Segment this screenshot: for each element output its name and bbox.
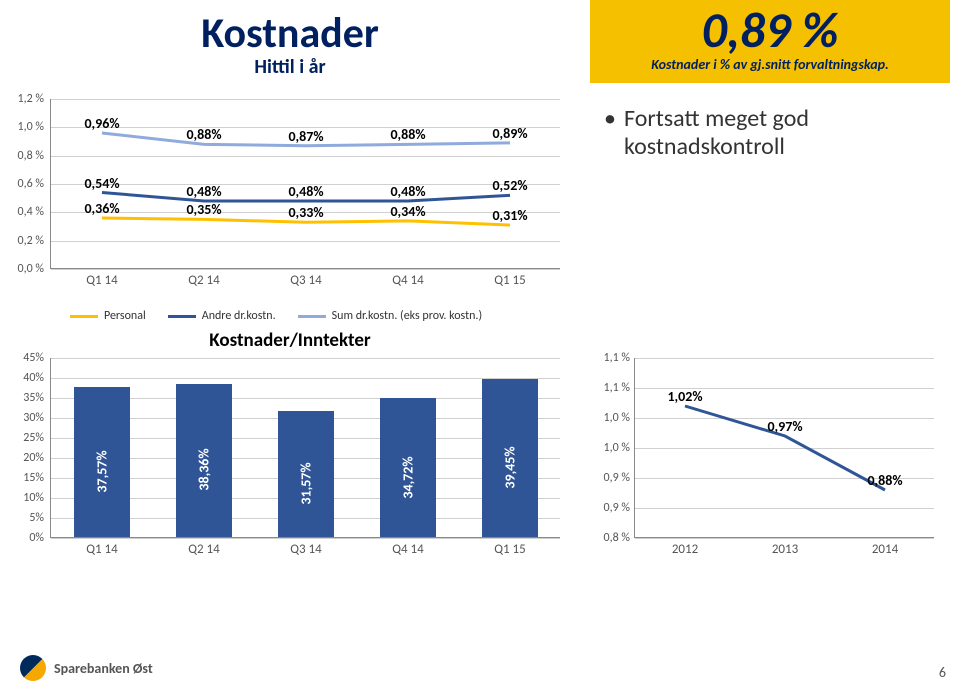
chart1-data-label: 0,48% — [288, 183, 323, 200]
legend-sum: Sum dr.kostn. (eks prov. kostn.) — [332, 309, 482, 323]
chart3-ytick: 1,0 % — [592, 441, 630, 455]
chart2-ytick: 5% — [6, 511, 44, 525]
chart1-data-label: 0,54% — [84, 175, 119, 192]
chart1-data-label: 0,31% — [492, 207, 527, 224]
footer-logo: Sparebanken Øst — [20, 655, 153, 681]
chart1-data-label: 0,88% — [186, 126, 221, 143]
chart3-ytick: 0,9 % — [592, 501, 630, 515]
chart2-ytick: 35% — [6, 391, 44, 405]
line-chart-costs: 0,0 % 0,2 % 0,4 % 0,6 % 0,8 % 1,0 % 1,2 % 0,36%… — [0, 93, 580, 323]
chart1-data-label: 0,48% — [186, 183, 221, 200]
chart3-ytick: 0,9 % — [592, 471, 630, 485]
chart3-xtick: 2014 — [872, 542, 898, 557]
chart1-ytick: 1,0 % — [4, 120, 44, 134]
page-title: Kostnader — [0, 8, 580, 59]
chart1-data-label: 0,96% — [84, 115, 119, 132]
bank-logo-icon — [20, 655, 46, 681]
chart1-data-label: 0,48% — [390, 183, 425, 200]
kpi-caption: Kostnader i % av gj.snitt forvaltningska… — [590, 56, 950, 73]
chart2-title: Kostnader/Inntekter — [0, 329, 580, 352]
chart1-ytick: 0,8 % — [4, 149, 44, 163]
chart2-xtick: Q2 14 — [188, 542, 219, 557]
chart2-ytick: 10% — [6, 491, 44, 505]
chart1-ytick: 0,0 % — [4, 262, 44, 276]
chart2-xtick: Q1 14 — [86, 542, 117, 557]
chart1-xtick: Q3 14 — [290, 273, 321, 288]
chart1-data-label: 0,33% — [288, 204, 323, 221]
chart1-data-label: 0,35% — [186, 201, 221, 218]
chart1-ytick: 0,4 % — [4, 205, 44, 219]
chart1-xtick: Q1 15 — [494, 273, 525, 288]
chart1-xtick: Q4 14 — [392, 273, 423, 288]
chart2-ytick: 45% — [6, 351, 44, 365]
chart3-ytick: 1,1 % — [592, 351, 630, 365]
chart1-data-label: 0,88% — [390, 126, 425, 143]
chart3-data-label: 0,88% — [867, 472, 902, 489]
chart2-xtick: Q4 14 — [392, 542, 423, 557]
chart2-ytick: 25% — [6, 431, 44, 445]
chart2-ytick: 20% — [6, 451, 44, 465]
chart2-ytick: 0% — [6, 531, 44, 545]
chart1-ytick: 0,2 % — [4, 234, 44, 248]
chart1-ytick: 0,6 % — [4, 177, 44, 191]
chart3-ytick: 1,0 % — [592, 411, 630, 425]
chart1-xtick: Q1 14 — [86, 273, 117, 288]
page-subtitle: Hittil i år — [0, 55, 580, 79]
chart1-ytick: 1,2 % — [4, 92, 44, 106]
chart1-data-label: 0,34% — [390, 203, 425, 220]
bullet-text: Fortsatt meget god kostnadskontroll — [604, 105, 944, 160]
chart3-ytick: 1,1 % — [592, 381, 630, 395]
chart1-data-label: 0,52% — [492, 177, 527, 194]
chart1-data-label: 0,36% — [84, 200, 119, 217]
chart2-xtick: Q3 14 — [290, 542, 321, 557]
bar-chart-cost-income: 0% 5% 10% 15% 20% 25% 30% 35% 40% 45% 37,57% Q1 14 3… — [0, 352, 580, 572]
chart3-xtick: 2012 — [672, 542, 698, 557]
legend-personal: Personal — [104, 309, 146, 323]
chart1-xtick: Q2 14 — [188, 273, 219, 288]
chart2-xtick: Q1 15 — [494, 542, 525, 557]
chart3-xtick: 2013 — [772, 542, 798, 557]
chart2-ytick: 30% — [6, 411, 44, 425]
bank-logo-text: Sparebanken Øst — [54, 660, 153, 677]
chart3-data-label: 0,97% — [767, 418, 802, 435]
chart2-bar-label: 37,57% — [94, 450, 111, 492]
chart3-data-label: 1,02% — [667, 388, 702, 405]
chart2-ytick: 15% — [6, 471, 44, 485]
chart1-legend: Personal Andre dr.kostn. Sum dr.kostn. (… — [70, 309, 482, 323]
legend-andre: Andre dr.kostn. — [202, 309, 276, 323]
chart2-bar-label: 39,45% — [502, 446, 519, 488]
page-number: 6 — [939, 664, 946, 681]
chart2-bar-label: 38,36% — [196, 449, 213, 491]
kpi-value: 0,89 % — [590, 6, 950, 56]
chart1-data-label: 0,89% — [492, 125, 527, 142]
kpi-badge: 0,89 % Kostnader i % av gj.snitt forvalt… — [590, 0, 950, 83]
chart2-bar-label: 31,57% — [298, 462, 315, 504]
chart2-bar-label: 34,72% — [400, 456, 417, 498]
chart1-data-label: 0,87% — [288, 128, 323, 145]
chart3-ytick: 0,8 % — [592, 531, 630, 545]
line-chart-yearly: 0,8 % 0,9 % 0,9 % 1,0 % 1,0 % 1,1 % 1,1 % 1,02%… — [590, 352, 950, 572]
chart2-ytick: 40% — [6, 371, 44, 385]
